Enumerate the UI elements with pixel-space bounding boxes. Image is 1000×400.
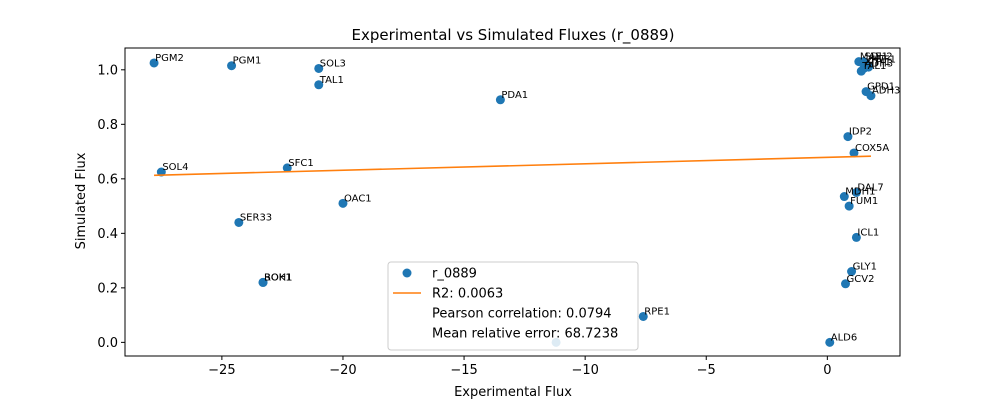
data-point-label: IDP2 [849, 127, 872, 138]
data-point-label: PDA1 [501, 90, 528, 101]
x-tick-label: −15 [450, 363, 477, 378]
data-point-label: TAL1 [319, 75, 344, 86]
data-points [149, 57, 876, 347]
data-point-label: FUM1 [850, 196, 878, 207]
data-point [258, 277, 268, 287]
data-point-label: SDH2 [865, 52, 893, 63]
y-tick-label: 0.2 [97, 281, 118, 296]
data-point-label: SOL4 [162, 162, 188, 173]
legend-entry: r_0889 [432, 267, 477, 282]
data-point-label: SFC1 [288, 158, 313, 169]
data-point-label: BOH1 [264, 272, 292, 283]
legend-entry: Pearson correlation: 0.0794 [432, 307, 612, 322]
data-point-label: ZWF1 [867, 54, 896, 65]
y-tick-label: 0.6 [97, 172, 118, 187]
data-point-label: OAC1 [344, 193, 372, 204]
data-point-label: DAL7 [857, 182, 883, 193]
data-point [866, 91, 876, 101]
data-point-label: ADH3 [865, 58, 893, 69]
data-point-label: SOL3 [320, 58, 346, 69]
x-tick-label: −10 [571, 363, 598, 378]
data-point [844, 201, 854, 211]
x-tick-label: −20 [329, 363, 356, 378]
data-point-label: PGM2 [155, 53, 184, 64]
regression-line [154, 155, 871, 177]
data-point [234, 217, 244, 227]
x-tick-label: −5 [697, 363, 716, 378]
data-point-label: ADH3 [872, 86, 900, 97]
data-point [839, 192, 849, 202]
data-point [847, 267, 857, 277]
data-point [825, 337, 835, 347]
chart-title: Experimental vs Simulated Fluxes (r_0889… [352, 26, 675, 45]
data-point-label: GPD1 [867, 82, 895, 93]
y-tick-label: 0.0 [97, 336, 118, 351]
data-point [851, 187, 861, 197]
y-axis-ticks: 0.0 0.2 0.4 0.6 0.8 1.0 [97, 63, 125, 351]
data-point-label: ICL1 [857, 227, 879, 238]
data-point-label: TAL1 [861, 61, 886, 72]
data-point-label: SER33 [240, 212, 272, 223]
x-axis-ticks: −25 −20 −15 −10 −5 0 [208, 356, 831, 378]
y-axis-label: Simulated Flux [74, 152, 89, 249]
data-point [841, 279, 851, 289]
data-point [856, 66, 866, 76]
data-point-label: MDH1 [845, 187, 875, 198]
data-point-label: GLY1 [853, 262, 877, 273]
data-point [851, 232, 861, 242]
data-point-label: RPE1 [644, 306, 670, 317]
legend-box [387, 261, 639, 351]
data-point [282, 163, 292, 173]
data-point [314, 80, 324, 90]
data-point [227, 61, 237, 71]
plot-frame [124, 47, 901, 357]
data-point-label: COX5A [855, 143, 889, 154]
data-point-label: ALD6 [831, 332, 857, 343]
x-tick-label: −25 [208, 363, 235, 378]
y-tick-label: 0.4 [97, 227, 118, 242]
data-point-label: TPI1 [869, 57, 891, 68]
data-point [849, 148, 859, 158]
legend-marker-dot [402, 268, 412, 278]
data-point [149, 58, 159, 68]
data-point [495, 95, 505, 105]
y-tick-label: 0.8 [97, 118, 118, 133]
data-point [638, 311, 648, 321]
y-tick-label: 1.0 [97, 63, 118, 78]
regression-line-path [154, 155, 871, 177]
legend: r_0889 R2: 0.0063 Pearson correlation: 0.0… [387, 261, 639, 351]
data-point-label: GCV2 [847, 274, 875, 285]
data-point [338, 198, 348, 208]
x-tick-label: 0 [823, 363, 831, 378]
data-point-label: MAE1 [860, 52, 888, 63]
x-axis-label: Experimental Flux [454, 385, 572, 400]
data-point-label: ROK1 [264, 272, 292, 283]
legend-entry: Mean relative error: 68.7238 [432, 327, 618, 342]
data-point [843, 132, 853, 142]
legend-entry: R2: 0.0063 [432, 287, 503, 302]
data-point [314, 63, 324, 73]
point-labels: PGM2 PGM1 SOL3 TAL1 PDA1 SOL4 SFC1 OAC1 SER33 BOH… [155, 52, 900, 344]
data-point-label: PGM1 [233, 56, 262, 67]
